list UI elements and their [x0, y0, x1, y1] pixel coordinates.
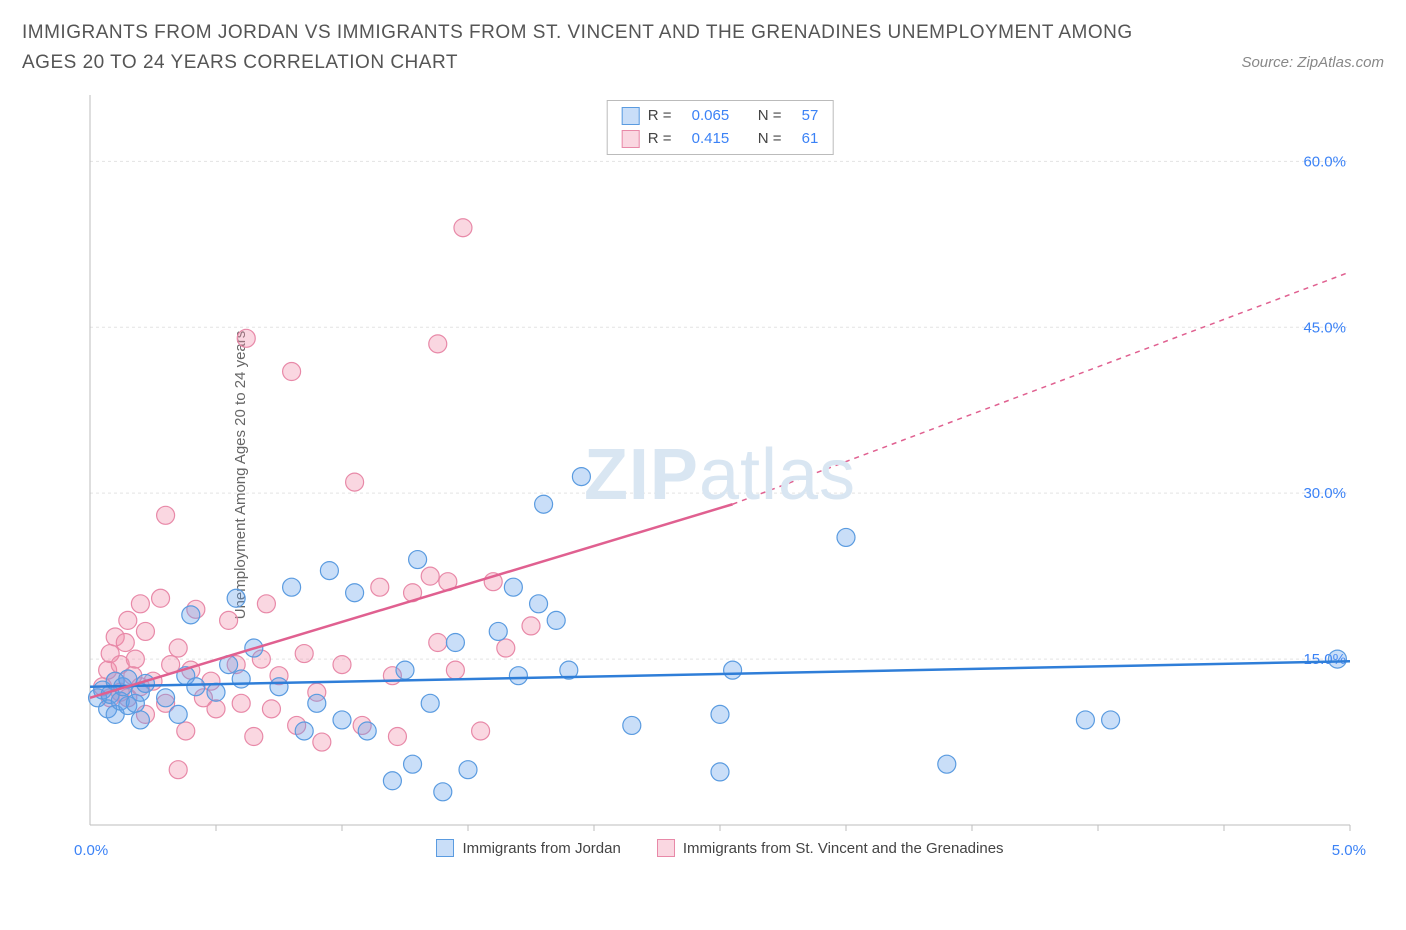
- stats-legend: R = 0.065 N = 57 R = 0.415 N = 61: [607, 100, 834, 155]
- stats-row-stvincent: R = 0.415 N = 61: [622, 128, 819, 151]
- svg-text:45.0%: 45.0%: [1303, 319, 1346, 336]
- source-credit: Source: ZipAtlas.com: [1241, 54, 1384, 71]
- svg-text:60.0%: 60.0%: [1303, 153, 1346, 170]
- swatch-stvincent-icon: [622, 130, 640, 148]
- svg-text:30.0%: 30.0%: [1303, 485, 1346, 502]
- stats-row-jordan: R = 0.065 N = 57: [622, 105, 819, 128]
- swatch-jordan-icon: [622, 107, 640, 125]
- scatter-chart: 15.0%30.0%45.0%60.0%: [70, 95, 1370, 855]
- bottom-legend: Immigrants from Jordan Immigrants from S…: [70, 839, 1370, 857]
- swatch-jordan-icon: [436, 839, 454, 857]
- legend-item-jordan: Immigrants from Jordan: [436, 839, 620, 857]
- swatch-stvincent-icon: [657, 839, 675, 857]
- chart-area: Unemployment Among Ages 20 to 24 years 1…: [70, 95, 1370, 855]
- chart-title: IMMIGRANTS FROM JORDAN VS IMMIGRANTS FRO…: [22, 18, 1142, 79]
- legend-item-stvincent: Immigrants from St. Vincent and the Gren…: [657, 839, 1004, 857]
